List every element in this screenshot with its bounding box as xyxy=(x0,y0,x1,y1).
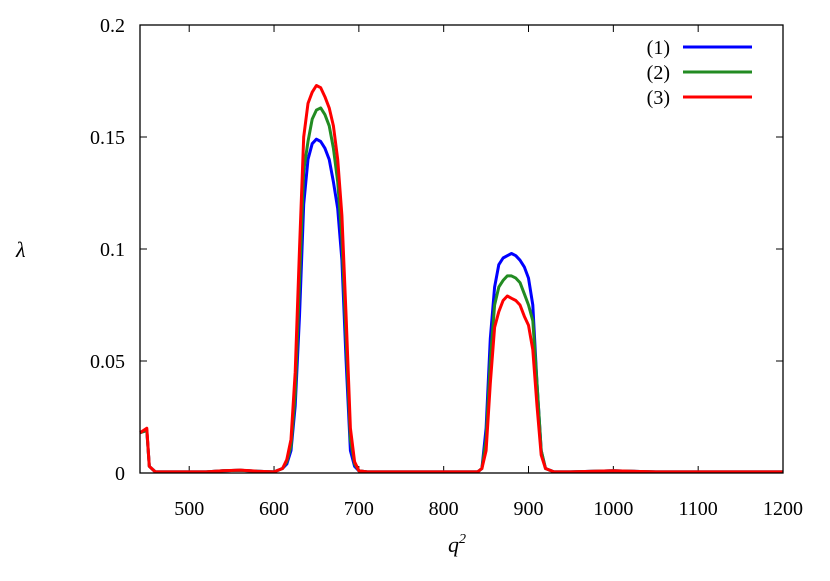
y-tick-label: 0.05 xyxy=(90,351,125,373)
x-axis-label-superscript: 2 xyxy=(459,532,466,547)
x-tick-label: 600 xyxy=(259,498,289,520)
x-tick-label: 900 xyxy=(514,498,544,520)
x-tick-label: 1100 xyxy=(679,498,718,520)
x-tick-label: 1000 xyxy=(593,498,633,520)
series-line-3 xyxy=(139,84,783,474)
x-tick-label: 800 xyxy=(429,498,459,520)
legend-label-1: (1) xyxy=(647,37,670,59)
plot-frame xyxy=(139,24,784,474)
x-tick-label: 1200 xyxy=(763,498,803,520)
x-tick-label: 700 xyxy=(344,498,374,520)
y-tick-label: 0 xyxy=(115,463,125,485)
y-tick-label: 0.2 xyxy=(100,15,125,37)
series-line-2 xyxy=(139,106,783,474)
series-line-1 xyxy=(139,137,783,474)
x-axis-label-base: q xyxy=(448,532,459,557)
legend-label-3: (3) xyxy=(647,87,670,109)
x-axis-label: q2 xyxy=(448,532,466,557)
y-tick-label: 0.15 xyxy=(90,127,125,149)
x-tick-label: 500 xyxy=(174,498,204,520)
y-axis-label: λ xyxy=(15,237,26,262)
y-tick-label: 0.1 xyxy=(100,239,125,261)
legend-label-2: (2) xyxy=(647,62,670,84)
